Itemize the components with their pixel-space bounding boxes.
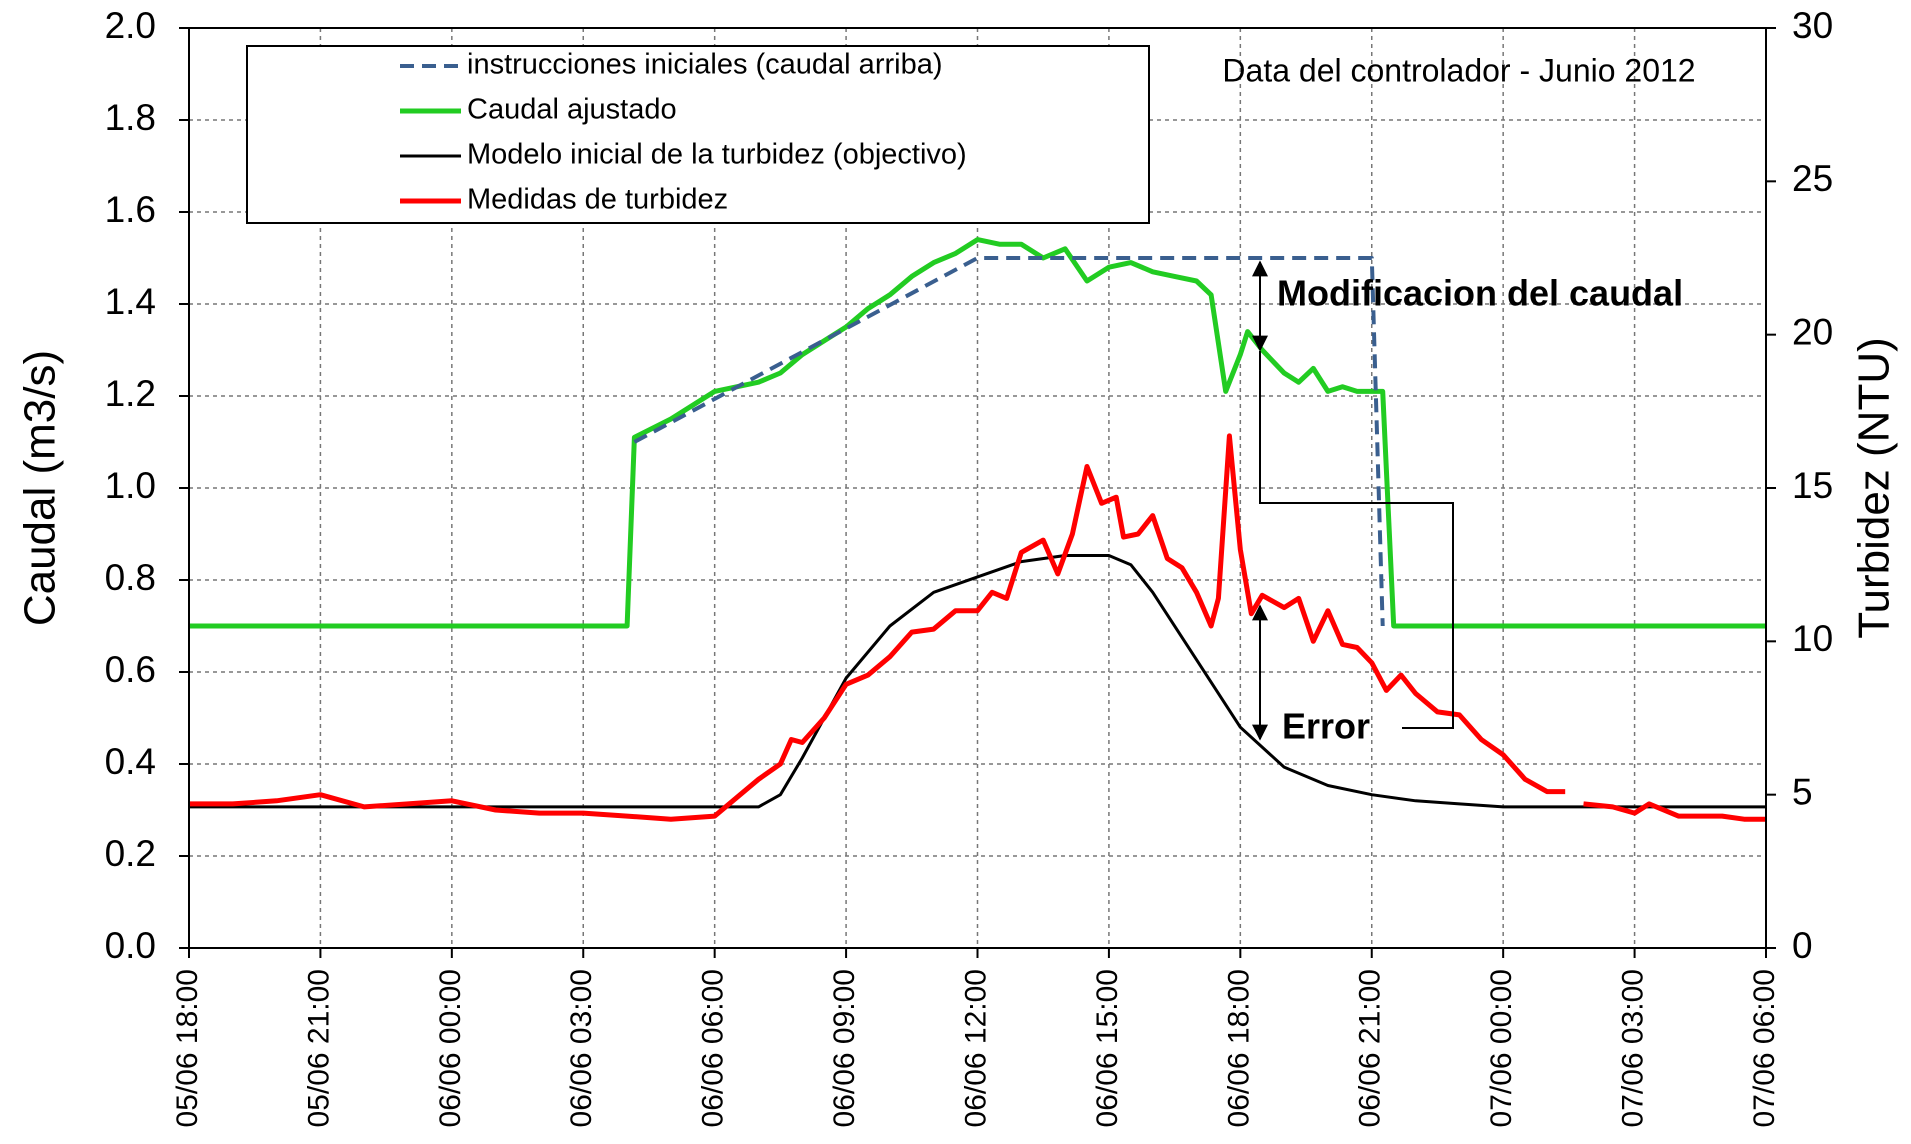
series-line xyxy=(189,237,1766,629)
y-tick-label: 0.2 xyxy=(105,833,156,874)
legend-label: instrucciones iniciales (caudal arriba) xyxy=(467,49,942,81)
y-tick-label: 0.8 xyxy=(105,557,156,598)
y-tick-label: 0.6 xyxy=(105,649,156,690)
x-tick-label: 07/06 00:00 xyxy=(1485,969,1518,1127)
y-axis-title: Caudal (m3/s) xyxy=(16,350,65,626)
axes: 0.0 0.2 0.4 0.6 0.8 1.0 1.2 1.4 1.6 1.8 2.0 0 5 10 15 2… xyxy=(105,5,1834,1128)
legend-box xyxy=(246,45,1150,224)
x-tick-label: 05/06 21:00 xyxy=(302,969,335,1127)
x-tick-label: 06/06 03:00 xyxy=(565,969,598,1127)
y2-tick-label: 0 xyxy=(1792,925,1813,966)
y2-tick-label: 5 xyxy=(1792,771,1813,812)
y2-tick-label: 10 xyxy=(1792,618,1833,659)
y-tick-label: 1.0 xyxy=(105,465,156,506)
x-tick-label: 06/06 00:00 xyxy=(434,969,467,1127)
bracket xyxy=(1259,351,1454,729)
y2-axis-title: Turbidez (NTU) xyxy=(1850,337,1899,639)
series-line xyxy=(189,554,1766,809)
annotation: Modificacion del caudal xyxy=(1277,273,1683,314)
y-tick-label: 1.2 xyxy=(105,373,156,414)
x-tick-label: 06/06 09:00 xyxy=(828,969,861,1127)
legend: instrucciones iniciales (caudal arriba) C… xyxy=(400,49,967,216)
x-tick-label: 07/06 06:00 xyxy=(1748,969,1781,1127)
x-tick-label: 06/06 12:00 xyxy=(959,969,992,1127)
y-tick-label: 1.6 xyxy=(105,189,156,230)
annotation: Data del controlador - Junio 2012 xyxy=(1222,52,1695,88)
x-tick-label: 06/06 18:00 xyxy=(1222,969,1255,1127)
y-tick-label: 1.4 xyxy=(105,281,156,322)
legend-label: Medidas de turbidez xyxy=(467,184,728,216)
x-tick-label: 07/06 03:00 xyxy=(1617,969,1650,1127)
y-tick-label: 0.0 xyxy=(105,925,156,966)
series-line xyxy=(189,433,1766,822)
annotation: Error xyxy=(1282,706,1370,747)
x-tick-label: 05/06 18:00 xyxy=(171,969,204,1127)
x-tick-label: 06/06 15:00 xyxy=(1091,969,1124,1127)
y2-tick-label: 30 xyxy=(1792,5,1833,46)
y2-tick-label: 20 xyxy=(1792,311,1833,352)
plot-lines xyxy=(189,237,1766,822)
y2-tick-label: 25 xyxy=(1792,158,1833,199)
x-tick-label: 06/06 06:00 xyxy=(697,969,730,1127)
y-tick-label: 1.8 xyxy=(105,97,156,138)
y-tick-label: 0.4 xyxy=(105,741,156,782)
x-tick-label: 06/06 21:00 xyxy=(1354,969,1387,1127)
legend-label: Caudal ajustado xyxy=(467,94,677,126)
series-line xyxy=(633,256,1385,627)
y-tick-label: 2.0 xyxy=(105,5,156,46)
legend-label: Modelo inicial de la turbidez (objectivo… xyxy=(467,139,967,171)
y2-tick-label: 15 xyxy=(1792,465,1833,506)
